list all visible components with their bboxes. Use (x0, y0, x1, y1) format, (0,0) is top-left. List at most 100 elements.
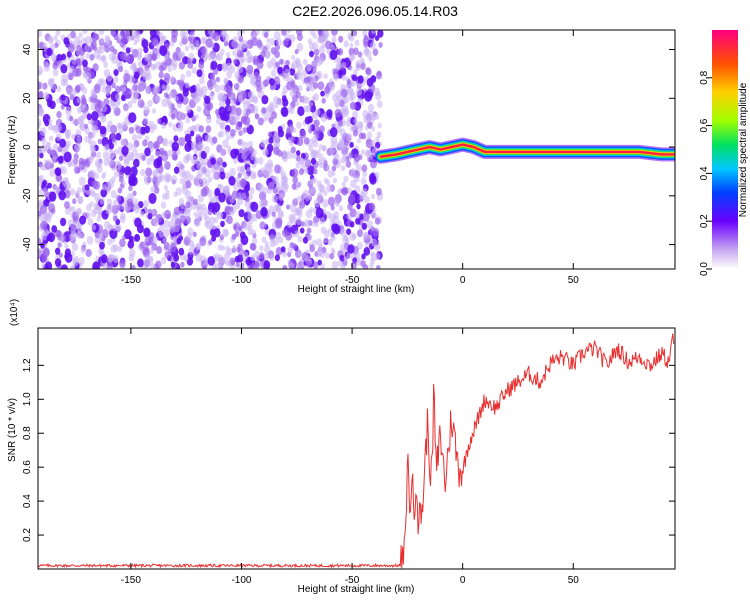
noise-speck (144, 236, 149, 243)
noise-speck (54, 258, 62, 267)
noise-speck (57, 242, 62, 248)
noise-speck (93, 180, 101, 190)
y-tick-label: 0.6 (22, 460, 33, 474)
noise-speck (195, 88, 201, 97)
noise-speck (127, 192, 132, 200)
noise-speck (45, 159, 52, 168)
colorbar-tick-label: 0.8 (699, 70, 710, 84)
noise-speck (76, 135, 82, 143)
noise-speck (343, 175, 349, 183)
noise-speck (371, 193, 376, 200)
noise-speck (273, 146, 280, 156)
noise-speck (287, 106, 293, 113)
noise-speck (283, 186, 288, 194)
noise-speck (42, 213, 49, 222)
noise-speck (311, 60, 317, 68)
noise-speck (354, 211, 361, 219)
noise-speck (163, 242, 170, 250)
noise-speck (49, 100, 56, 110)
noise-speck (89, 169, 97, 179)
noise-speck (368, 202, 375, 211)
noise-speck (190, 141, 196, 148)
noise-speck (132, 48, 139, 58)
noise-speck (43, 91, 49, 100)
noise-speck (143, 175, 149, 182)
noise-speck (173, 191, 178, 198)
noise-speck (343, 187, 349, 194)
noise-speck (252, 55, 259, 64)
noise-speck (326, 184, 333, 193)
noise-speck (370, 251, 375, 257)
noise-speck (119, 215, 126, 224)
noise-speck (173, 135, 179, 142)
noise-speck (168, 91, 174, 99)
noise-speck (195, 202, 202, 211)
noise-speck (134, 217, 142, 228)
noise-speck (158, 173, 164, 180)
noise-speck (298, 157, 305, 166)
noise-speck (182, 183, 187, 190)
noise-speck (103, 220, 111, 230)
noise-speck (110, 190, 117, 199)
noise-speck (378, 42, 383, 48)
noise-speck (287, 221, 293, 229)
noise-speck (151, 209, 156, 215)
noise-speck (314, 221, 319, 228)
noise-speck (96, 216, 102, 222)
noise-speck (85, 35, 92, 45)
noise-speck (347, 244, 355, 254)
noise-speck (230, 260, 235, 266)
noise-speck (266, 37, 271, 43)
noise-speck (330, 247, 335, 253)
noise-speck (317, 81, 325, 90)
noise-speck (212, 31, 220, 42)
noise-speck (69, 115, 74, 122)
noise-speck (178, 161, 183, 168)
noise-speck (76, 97, 82, 104)
noise-speck (297, 181, 302, 188)
noise-speck (355, 217, 361, 225)
x-tick-label: 0 (460, 275, 466, 286)
noise-speck (269, 254, 275, 261)
noise-speck (222, 33, 229, 42)
noise-speck (140, 69, 147, 78)
noise-speck (305, 260, 311, 268)
noise-speck (305, 209, 313, 219)
noise-speck (108, 99, 115, 107)
noise-speck (84, 72, 92, 82)
noise-speck (264, 163, 270, 170)
noise-speck (47, 35, 54, 44)
noise-speck (313, 215, 320, 224)
noise-speck (194, 218, 201, 228)
noise-speck (110, 133, 116, 140)
noise-speck (198, 178, 203, 185)
noise-speck (213, 68, 219, 75)
noise-speck (293, 153, 298, 160)
noise-speck (224, 129, 229, 136)
noise-speck (199, 237, 207, 247)
noise-speck (222, 228, 229, 238)
noise-speck (185, 201, 191, 209)
noise-speck (40, 137, 47, 145)
noise-speck (294, 48, 299, 55)
noise-speck (128, 253, 135, 262)
noise-speck (329, 127, 338, 138)
noise-speck (64, 106, 72, 116)
noise-speck (191, 124, 196, 132)
noise-speck (200, 187, 208, 197)
noise-speck (207, 256, 215, 266)
noise-speck (75, 129, 82, 138)
noise-speck (327, 196, 336, 207)
noise-speck (236, 246, 241, 253)
noise-speck (289, 88, 296, 98)
noise-speck (191, 155, 198, 165)
colorbar-gradient (712, 30, 738, 269)
noise-speck (321, 97, 326, 104)
noise-speck (278, 193, 285, 201)
noise-speck (169, 75, 175, 83)
noise-speck (68, 72, 74, 81)
noise-speck (342, 152, 347, 158)
figure-title: C2E2.2026.096.05.14.R03 (292, 3, 458, 19)
noise-speck (193, 211, 198, 217)
noise-speck (375, 136, 380, 143)
